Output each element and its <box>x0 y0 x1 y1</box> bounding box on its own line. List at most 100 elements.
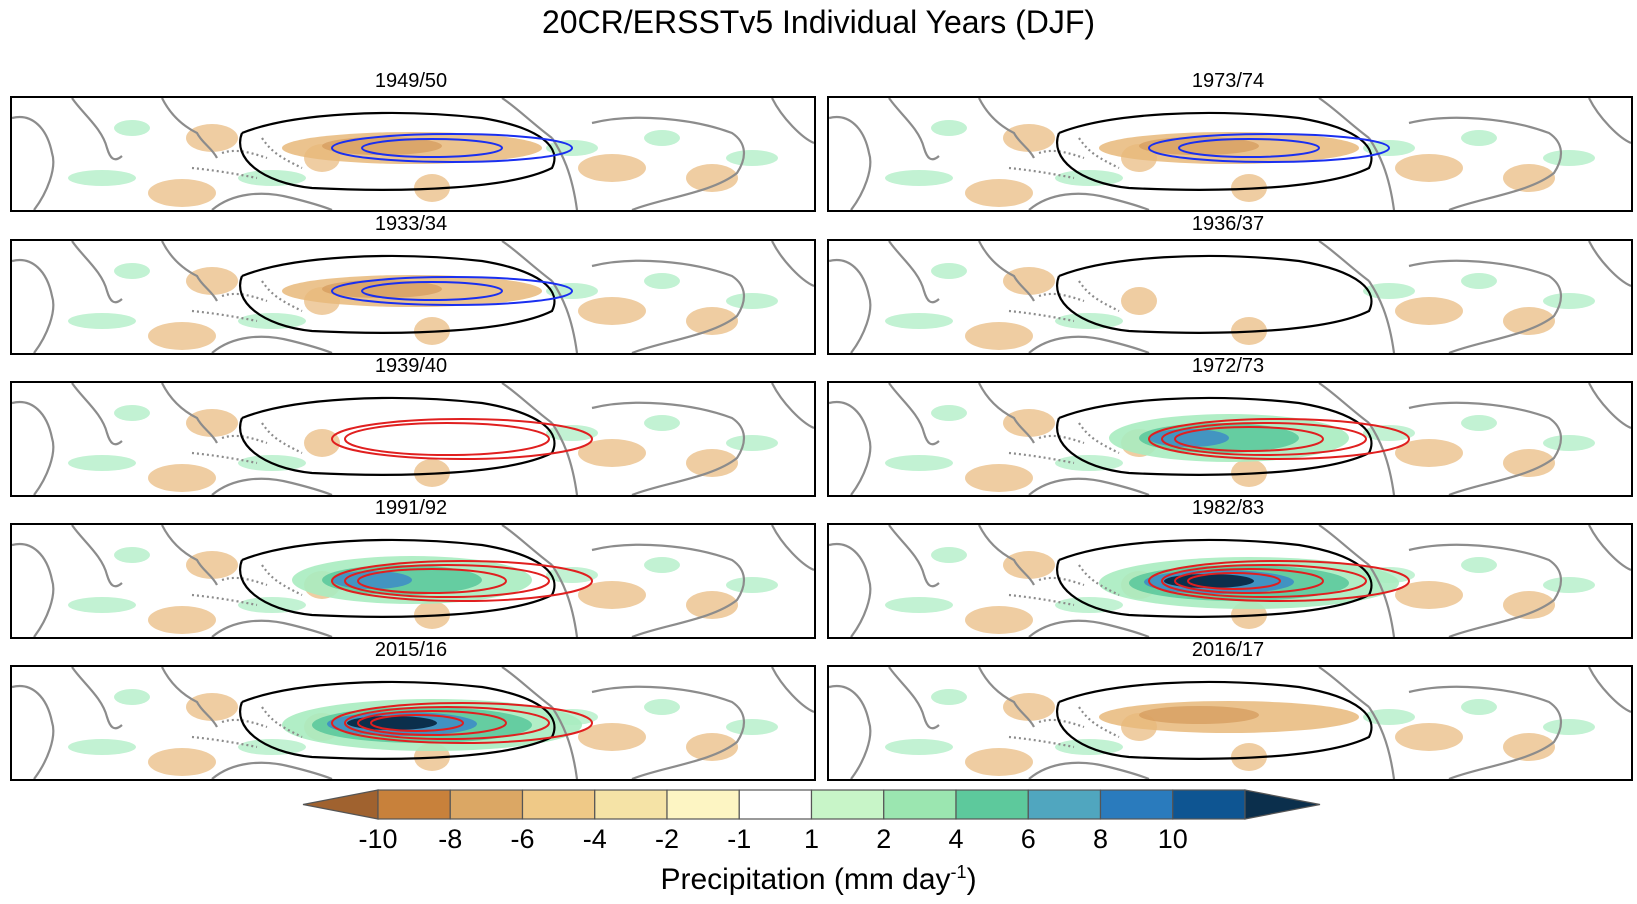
precip-anomaly <box>686 733 738 761</box>
precip-anomaly <box>114 405 150 421</box>
warm-contour <box>1161 422 1367 456</box>
warm-contour <box>357 710 507 736</box>
colorbar-segment <box>738 789 813 820</box>
warm-contour <box>344 422 550 456</box>
zero-contour <box>1056 680 1373 760</box>
precip-anomaly <box>1503 733 1555 761</box>
cold-contour <box>1178 138 1320 158</box>
coastline <box>1028 619 1150 637</box>
coastline <box>261 280 303 312</box>
panel-title: 1973/74 <box>1191 70 1265 92</box>
precip-anomaly <box>1395 581 1463 609</box>
precip-anomaly <box>644 130 680 146</box>
precip-anomaly <box>114 689 150 705</box>
zero-contour <box>239 111 556 191</box>
coastline <box>1008 735 1075 749</box>
cold-contour <box>361 138 503 158</box>
colorbar-tick-label: -2 <box>654 824 680 854</box>
precip-anomaly <box>1121 287 1157 315</box>
precip-anomaly <box>186 267 238 295</box>
warm-contour <box>370 714 464 732</box>
map-panel <box>827 239 1633 355</box>
precip-anomaly <box>148 179 216 207</box>
dry-anomaly-core <box>322 137 442 155</box>
coastline <box>501 525 553 566</box>
precip-anomaly <box>931 405 967 421</box>
colorbar-tick-label: -8 <box>438 824 463 854</box>
warm-contour <box>1174 426 1324 452</box>
colorbar-segment <box>883 789 957 820</box>
cold-contour <box>331 133 573 163</box>
precip-anomaly <box>1503 307 1555 335</box>
cold-contour <box>1148 133 1390 163</box>
precip-anomaly <box>644 699 680 715</box>
colorbar-segment <box>377 789 451 820</box>
precip-anomaly <box>1395 154 1463 182</box>
coastline <box>501 241 553 282</box>
coastline <box>501 98 553 139</box>
panel-title: 1936/37 <box>1191 213 1265 235</box>
zero-contour <box>1056 254 1373 334</box>
map-panel <box>10 96 816 212</box>
coastline <box>591 543 745 637</box>
coastline <box>12 542 55 637</box>
precip-anomaly <box>644 415 680 431</box>
coastline <box>71 241 123 304</box>
colorbar-tick-label: -6 <box>510 824 535 854</box>
coastline <box>1368 137 1396 210</box>
precip-anomaly <box>1543 435 1595 451</box>
coastline <box>591 116 745 210</box>
coastline <box>829 400 872 495</box>
precip-anomaly <box>644 273 680 289</box>
cold-contour <box>361 281 503 301</box>
coastline <box>501 667 553 708</box>
precip-anomaly <box>965 464 1033 492</box>
dry-anomaly-core <box>322 280 442 298</box>
dry-anomaly-core <box>1139 137 1259 155</box>
coastline <box>551 280 579 353</box>
coastline <box>261 422 303 454</box>
colorbar-title-exponent: -1 <box>950 862 967 882</box>
coastline <box>888 525 940 588</box>
precip-anomaly <box>1003 124 1055 152</box>
coastline <box>771 667 814 714</box>
coastline <box>161 241 218 302</box>
coastline <box>12 684 55 779</box>
coastline <box>1408 685 1562 779</box>
precip-anomaly <box>1543 150 1595 166</box>
coastline <box>161 383 218 444</box>
precip-anomaly <box>931 689 967 705</box>
coastline <box>261 706 303 738</box>
coastline <box>1008 309 1075 323</box>
warm-contour <box>1148 418 1410 460</box>
coastline <box>1028 192 1150 210</box>
colorbar-segment <box>955 789 1029 820</box>
colorbar-tick-label: -4 <box>582 824 607 854</box>
precip-anomaly <box>68 170 136 186</box>
colorbar-segment <box>666 789 740 820</box>
panel-title: 1933/34 <box>374 213 448 235</box>
colorbar-segment <box>594 789 668 820</box>
precip-anomaly <box>1395 297 1463 325</box>
coastline <box>829 684 872 779</box>
coastline <box>1078 422 1120 454</box>
warm-contour <box>1148 560 1410 602</box>
precip-anomaly <box>578 581 646 609</box>
coastline <box>888 98 940 161</box>
coastline <box>1078 564 1120 596</box>
coastline <box>1318 383 1370 424</box>
warm-contour <box>344 706 550 740</box>
panel-title: 1949/50 <box>374 70 448 92</box>
coastline <box>161 98 218 159</box>
precip-anomaly <box>686 307 738 335</box>
precip-anomaly <box>1461 699 1497 715</box>
precip-anomaly <box>68 313 136 329</box>
precip-anomaly <box>1003 693 1055 721</box>
colorbar-segment <box>449 789 524 820</box>
precip-anomaly <box>1003 267 1055 295</box>
colorbar-high-arrow <box>1244 789 1321 820</box>
colorbar-title-close: ) <box>966 863 977 896</box>
coastline <box>211 761 333 779</box>
coastline <box>1078 706 1120 738</box>
warm-contour <box>1161 564 1367 598</box>
